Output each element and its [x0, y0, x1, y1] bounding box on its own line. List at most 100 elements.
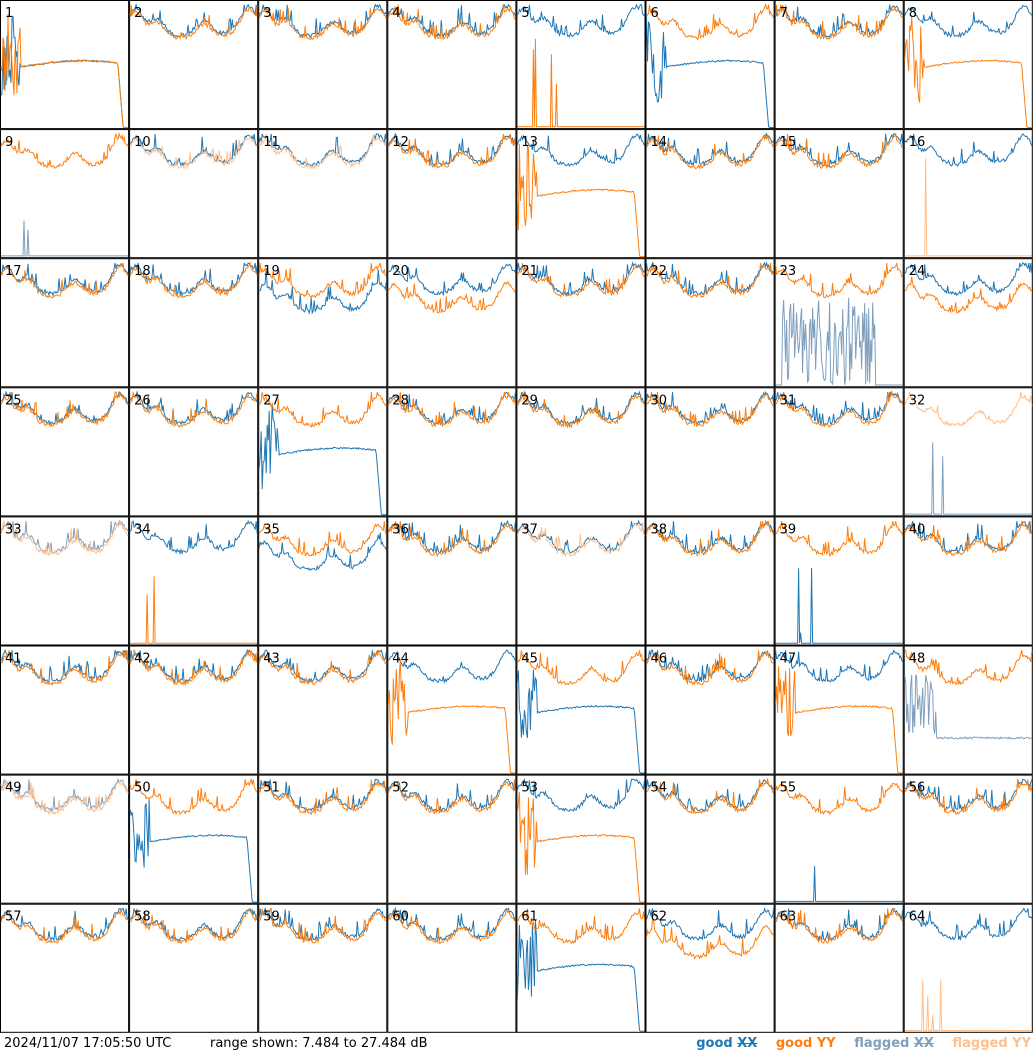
tile-45: 45 [516, 645, 646, 775]
tile-9: 9 [0, 129, 130, 259]
tile-border [387, 258, 517, 388]
yy-series [646, 519, 775, 557]
tile-label: 27 [263, 393, 280, 408]
tile-31: 31 [774, 387, 904, 517]
xx-series [775, 866, 903, 902]
tile-64: 64 [903, 903, 1033, 1033]
yy-series [775, 391, 904, 428]
yy-series [646, 133, 774, 170]
yy-series [129, 777, 258, 816]
xx-series [258, 907, 387, 942]
tile-label: 5 [521, 6, 529, 21]
tile-label: 41 [5, 652, 22, 667]
xx-series [646, 14, 774, 128]
xx-series [904, 4, 1033, 39]
tile-28: 28 [387, 387, 517, 517]
xx-series [387, 3, 516, 39]
tile-57: 57 [0, 903, 130, 1033]
tile-24: 24 [903, 258, 1033, 388]
tile-41: 41 [0, 645, 130, 775]
yy-series [517, 38, 645, 128]
yy-series [387, 133, 516, 169]
tile-label: 62 [651, 910, 668, 925]
xx-series [516, 919, 645, 1032]
tile-label: 3 [263, 6, 271, 21]
tile-34: 34 [129, 516, 259, 646]
tile-10: 10 [129, 129, 259, 259]
tile-border [903, 258, 1033, 388]
tile-50: 50 [129, 774, 259, 904]
xx-series [258, 3, 387, 38]
tile-46: 46 [645, 645, 775, 775]
xx-series [129, 798, 258, 903]
tile-33: 33 [0, 516, 130, 646]
tile-label: 29 [521, 393, 538, 408]
xx-series [1, 220, 129, 257]
yy-series [775, 4, 903, 40]
yy-series [0, 14, 129, 128]
yy-series [904, 979, 1032, 1031]
xx-series [904, 674, 1032, 740]
tile-label: 25 [5, 393, 22, 408]
xx-series [646, 261, 775, 296]
tile-label: 33 [5, 522, 22, 537]
tile-border [774, 645, 904, 775]
tile-label: 63 [780, 910, 797, 925]
tile-label: 48 [909, 652, 926, 667]
yy-series [129, 4, 258, 41]
xx-series [646, 907, 775, 941]
tile-label: 1 [5, 6, 13, 21]
tile-54: 54 [645, 774, 775, 904]
tile-border [774, 387, 904, 517]
legend-flagged-xx-pol: XX [913, 1036, 934, 1051]
tile-58: 58 [129, 903, 259, 1033]
legend-flagged-xx-label: flagged [854, 1036, 910, 1051]
yy-series [0, 650, 129, 686]
xx-series [516, 133, 645, 167]
tile-label: 4 [392, 6, 400, 21]
legend-good-xx-label: good [696, 1036, 733, 1051]
tile-32: 32 [903, 387, 1033, 517]
tile-label: 42 [134, 652, 151, 667]
tile-35: 35 [258, 516, 388, 646]
yy-series [0, 908, 129, 944]
legend-good-yy-pol: YY [816, 1036, 836, 1051]
tile-label: 9 [5, 135, 13, 150]
tile-29: 29 [516, 387, 646, 517]
tile-border [0, 387, 130, 517]
tile-border [129, 903, 259, 1033]
yy-series [258, 392, 387, 428]
tile-label: 26 [134, 393, 151, 408]
tile-border [903, 645, 1033, 775]
tile-label: 40 [909, 522, 926, 537]
tile-43: 43 [258, 645, 388, 775]
yy-series [258, 650, 387, 686]
yy-series [258, 7, 387, 41]
tile-55: 55 [774, 774, 904, 904]
yy-series [387, 281, 516, 314]
xx-series [517, 3, 645, 39]
yy-series [516, 791, 645, 903]
yy-series [129, 648, 258, 687]
tile-63: 63 [774, 903, 904, 1033]
tile-label: 21 [521, 264, 538, 279]
tile-label: 13 [521, 135, 538, 150]
tile-border [0, 516, 130, 646]
tile-42: 42 [129, 645, 259, 775]
yy-series [0, 391, 129, 428]
tile-label: 55 [780, 781, 797, 796]
legend-flagged-yy: flagged YY [952, 1036, 1031, 1051]
tile-label: 2 [134, 6, 142, 21]
yy-series [258, 779, 387, 816]
legend-good-xx: good XX [696, 1036, 762, 1051]
tile-1: 1 [0, 0, 130, 130]
yy-series [904, 779, 1033, 815]
xx-series [904, 907, 1033, 942]
tile-label: 44 [392, 652, 409, 667]
tile-label: 11 [263, 135, 280, 150]
tile-label: 24 [909, 264, 926, 279]
xx-series [258, 403, 387, 516]
tile-label: 45 [521, 652, 538, 667]
tile-border [516, 903, 646, 1033]
yy-series [646, 777, 775, 815]
